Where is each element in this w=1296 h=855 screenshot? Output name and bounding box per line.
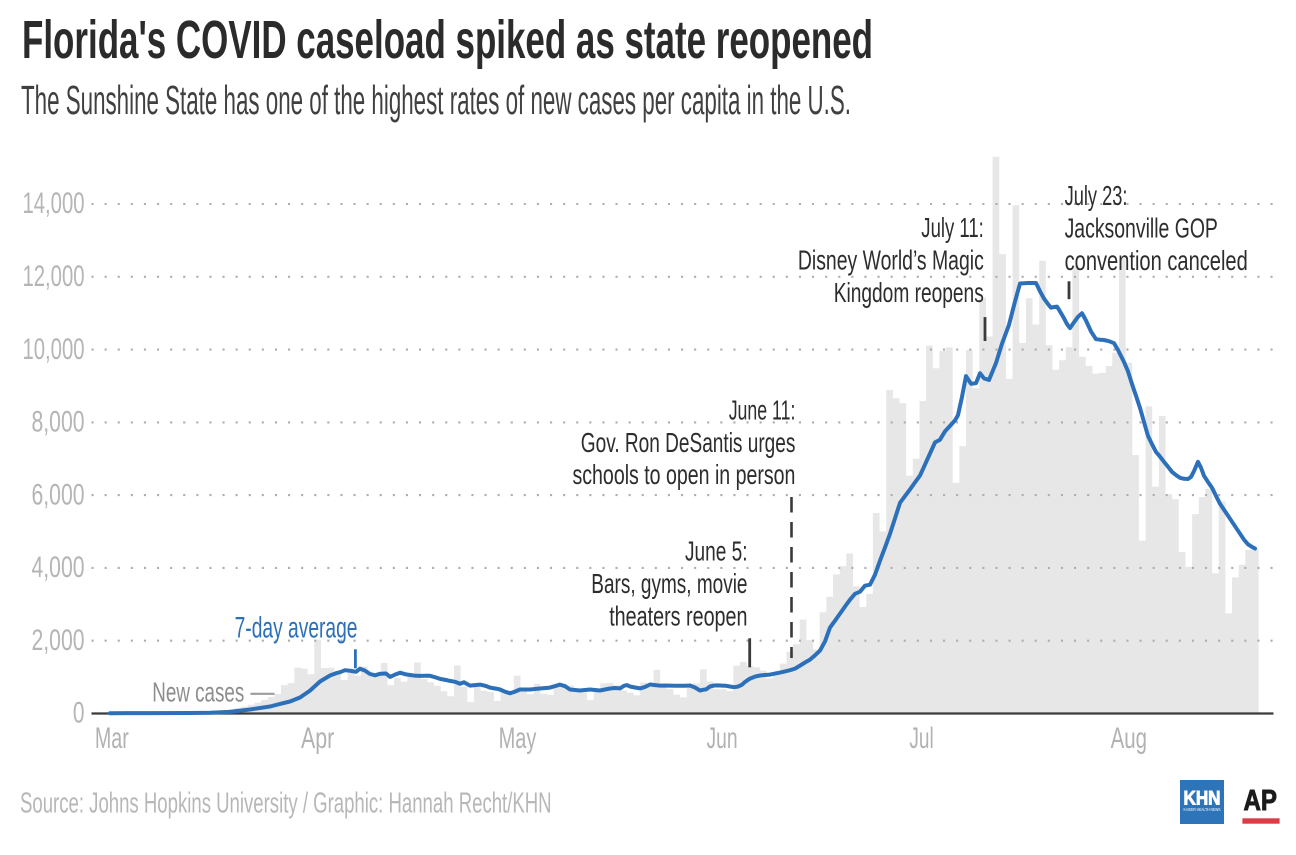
svg-text:14,000: 14,000 bbox=[23, 187, 85, 220]
svg-text:convention canceled: convention canceled bbox=[1065, 245, 1248, 276]
svg-text:2,000: 2,000 bbox=[32, 624, 85, 657]
svg-text:June 11:: June 11: bbox=[729, 395, 796, 426]
svg-text:July 11:: July 11: bbox=[921, 212, 984, 243]
svg-text:8,000: 8,000 bbox=[32, 406, 85, 439]
svg-text:Jacksonville GOP: Jacksonville GOP bbox=[1065, 213, 1218, 244]
svg-text:12,000: 12,000 bbox=[23, 260, 85, 293]
svg-text:Source: Johns Hopkins Universi: Source: Johns Hopkins University / Graph… bbox=[20, 788, 552, 820]
svg-text:The Sunshine State has one of: The Sunshine State has one of the highes… bbox=[21, 77, 851, 123]
svg-text:Mar: Mar bbox=[95, 722, 129, 755]
svg-text:theaters reopen: theaters reopen bbox=[609, 600, 747, 631]
svg-text:Gov. Ron DeSantis urges: Gov. Ron DeSantis urges bbox=[581, 427, 796, 458]
svg-text:10,000: 10,000 bbox=[23, 333, 85, 366]
svg-text:Jun: Jun bbox=[707, 722, 738, 755]
svg-text:New cases: New cases bbox=[152, 677, 244, 708]
svg-text:June 5:: June 5: bbox=[685, 536, 748, 567]
svg-text:May: May bbox=[499, 722, 537, 755]
svg-text:KHN: KHN bbox=[1184, 789, 1221, 810]
svg-text:7-day average: 7-day average bbox=[235, 612, 358, 645]
svg-text:Disney World’s Magic: Disney World’s Magic bbox=[798, 244, 984, 275]
svg-text:schools to open in person: schools to open in person bbox=[573, 459, 796, 490]
svg-text:July 23:: July 23: bbox=[1065, 180, 1128, 211]
svg-text:6,000: 6,000 bbox=[32, 478, 85, 511]
svg-text:Apr: Apr bbox=[301, 722, 334, 755]
svg-text:Bars, gyms, movie: Bars, gyms, movie bbox=[591, 568, 747, 599]
svg-text:Jul: Jul bbox=[909, 722, 933, 755]
svg-text:KAISER HEALTH NEWS: KAISER HEALTH NEWS bbox=[1184, 807, 1221, 812]
svg-text:AP: AP bbox=[1244, 785, 1278, 817]
svg-text:Kingdom reopens: Kingdom reopens bbox=[834, 277, 984, 308]
svg-text:Aug: Aug bbox=[1111, 722, 1147, 755]
svg-text:0: 0 bbox=[73, 697, 85, 730]
svg-text:Florida's COVID caseload spike: Florida's COVID caseload spiked as state… bbox=[22, 10, 873, 70]
svg-text:4,000: 4,000 bbox=[32, 551, 85, 584]
